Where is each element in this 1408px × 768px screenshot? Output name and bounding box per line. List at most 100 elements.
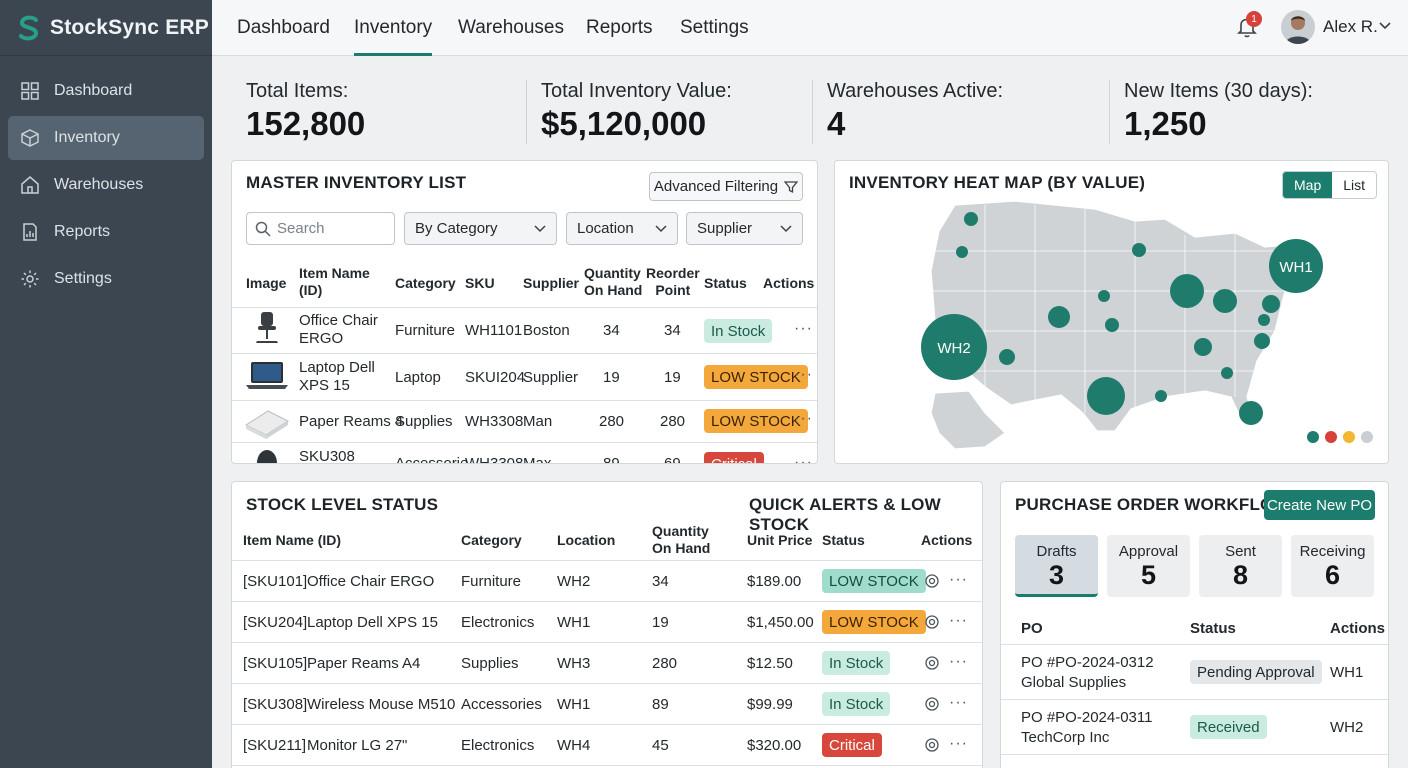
sidebar-item-settings[interactable]: Settings bbox=[8, 257, 204, 301]
more-actions-icon[interactable]: ··· bbox=[794, 454, 813, 464]
quick-alerts-title[interactable]: QUICK ALERTS & LOW STOCK bbox=[749, 495, 941, 534]
stage-receiving[interactable]: Receiving 6 bbox=[1291, 535, 1374, 597]
gear-icon[interactable] bbox=[924, 614, 940, 630]
item-qty: 19 bbox=[603, 369, 620, 386]
column-header[interactable]: Category bbox=[395, 275, 456, 291]
item-name: Paper Reams 4 bbox=[299, 413, 404, 430]
column-header[interactable]: Image bbox=[246, 275, 287, 291]
search-placeholder: Search bbox=[277, 220, 325, 237]
panel-title: PURCHASE ORDER WORKFLOW bbox=[1015, 495, 1290, 514]
stage-label: Drafts bbox=[1036, 543, 1077, 560]
header-line: Point bbox=[655, 282, 691, 298]
column-header[interactable]: Quantity On Hand bbox=[584, 265, 642, 299]
divider bbox=[232, 601, 982, 602]
column-header[interactable]: Location bbox=[557, 532, 616, 548]
more-actions-icon[interactable]: ··· bbox=[949, 571, 968, 588]
column-header[interactable]: Supplier bbox=[523, 275, 580, 291]
tab-warehouses[interactable]: Warehouses bbox=[458, 17, 564, 38]
gear-icon[interactable] bbox=[924, 737, 940, 753]
column-header[interactable]: Status bbox=[704, 275, 747, 291]
more-actions-icon[interactable]: ··· bbox=[794, 366, 813, 383]
search-input[interactable]: Search bbox=[246, 212, 395, 245]
more-actions-icon[interactable]: ··· bbox=[949, 735, 968, 752]
stage-label: Approval bbox=[1118, 543, 1179, 560]
column-header[interactable]: Status bbox=[1190, 620, 1236, 637]
stage-drafts[interactable]: Drafts 3 bbox=[1015, 535, 1098, 597]
header-line: Item Name bbox=[299, 265, 370, 281]
stage-approval[interactable]: Approval 5 bbox=[1107, 535, 1190, 597]
tab-inventory[interactable]: Inventory bbox=[354, 0, 433, 56]
more-actions-icon[interactable]: ··· bbox=[794, 410, 813, 427]
gear-icon[interactable] bbox=[924, 573, 940, 589]
chevron-down-icon[interactable] bbox=[1378, 19, 1392, 33]
column-header[interactable]: Actions bbox=[921, 532, 973, 548]
location-select[interactable]: Location bbox=[566, 212, 678, 245]
column-header[interactable]: Reorder Point bbox=[646, 265, 700, 299]
name-line: Office Chair bbox=[299, 312, 378, 329]
column-header[interactable]: Item Name (ID) bbox=[243, 532, 342, 548]
create-new-po-button[interactable]: Create New PO bbox=[1264, 490, 1375, 520]
status-badge: LOW STOCK bbox=[822, 569, 926, 593]
column-header[interactable]: Actions bbox=[763, 275, 815, 291]
column-header[interactable]: Actions bbox=[1330, 620, 1386, 637]
status-badge: LOW STOCK bbox=[704, 409, 808, 433]
column-header[interactable]: Status bbox=[822, 532, 865, 548]
item-category: Furniture bbox=[461, 573, 522, 590]
item-supplier: Boston bbox=[523, 322, 570, 339]
avatar[interactable] bbox=[1281, 10, 1315, 44]
tab-dashboard[interactable]: Dashboard bbox=[237, 17, 330, 38]
divider bbox=[232, 765, 982, 766]
sidebar-item-inventory[interactable]: Inventory bbox=[8, 116, 204, 160]
stage-label: Sent bbox=[1225, 543, 1256, 560]
status-badge: LOW STOCK bbox=[822, 610, 926, 634]
item-sku: [SKU211] bbox=[243, 737, 307, 754]
item-category: Laptop bbox=[395, 369, 441, 386]
status-badge: Received bbox=[1190, 715, 1267, 739]
item-supplier: Man bbox=[523, 413, 553, 430]
panel-title: STOCK LEVEL STATUS bbox=[246, 495, 439, 514]
map-view-button[interactable]: Map bbox=[1283, 172, 1333, 198]
divider bbox=[1001, 644, 1388, 645]
sidebar-item-dashboard[interactable]: Dashboard bbox=[8, 69, 204, 113]
sidebar-item-reports[interactable]: Reports bbox=[8, 210, 204, 254]
more-actions-icon[interactable]: ··· bbox=[949, 694, 968, 711]
user-name[interactable]: Alex R. bbox=[1323, 17, 1378, 36]
divider bbox=[232, 683, 982, 684]
po-action[interactable]: WH1 bbox=[1330, 664, 1364, 681]
category-select[interactable]: By Category bbox=[404, 212, 557, 245]
more-actions-icon[interactable]: ··· bbox=[949, 612, 968, 629]
status-badge: Critical bbox=[822, 733, 882, 757]
column-header[interactable]: PO bbox=[1021, 620, 1043, 637]
us-heat-map: WH1 WH2 bbox=[921, 200, 1373, 450]
supplier-select[interactable]: Supplier bbox=[686, 212, 803, 245]
paper-reams-image bbox=[244, 410, 290, 439]
kpi-value: 1,250 bbox=[1124, 105, 1207, 142]
column-header[interactable]: SKU bbox=[465, 275, 495, 291]
heat-map-panel: INVENTORY HEAT MAP (BY VALUE) Map List bbox=[834, 160, 1389, 464]
column-header[interactable]: Unit Price bbox=[747, 532, 813, 548]
kpi-warehouses-active: Warehouses Active: 4 bbox=[812, 80, 1108, 144]
advanced-filtering-button[interactable]: Advanced Filtering bbox=[649, 172, 803, 201]
purchase-order-panel: PURCHASE ORDER WORKFLOW Create New PO bbox=[1000, 481, 1389, 768]
column-header[interactable]: Category bbox=[461, 532, 522, 548]
po-action[interactable]: WH2 bbox=[1330, 719, 1364, 736]
box-icon bbox=[21, 129, 39, 147]
kpi-label: Total Items: bbox=[246, 80, 349, 102]
column-header[interactable]: Quantity On Hand bbox=[652, 523, 710, 557]
stage-sent[interactable]: Sent 8 bbox=[1199, 535, 1282, 597]
column-header[interactable]: Item Name (ID) bbox=[299, 265, 370, 299]
gear-icon[interactable] bbox=[924, 655, 940, 671]
tab-settings[interactable]: Settings bbox=[680, 17, 749, 38]
item-location: WH4 bbox=[557, 737, 591, 754]
more-actions-icon[interactable]: ··· bbox=[949, 653, 968, 670]
tab-reports[interactable]: Reports bbox=[586, 17, 653, 38]
chevron-down-icon bbox=[534, 225, 546, 233]
app-name: StockSync ERP bbox=[50, 15, 209, 39]
name-line: XPS 15 bbox=[299, 377, 350, 394]
gear-icon[interactable] bbox=[924, 696, 940, 712]
more-actions-icon[interactable]: ··· bbox=[794, 320, 813, 337]
item-sku: [SKU101] bbox=[243, 573, 308, 590]
list-view-button[interactable]: List bbox=[1332, 172, 1377, 198]
item-category: Accessories bbox=[461, 696, 542, 713]
sidebar-item-warehouses[interactable]: Warehouses bbox=[8, 163, 204, 207]
